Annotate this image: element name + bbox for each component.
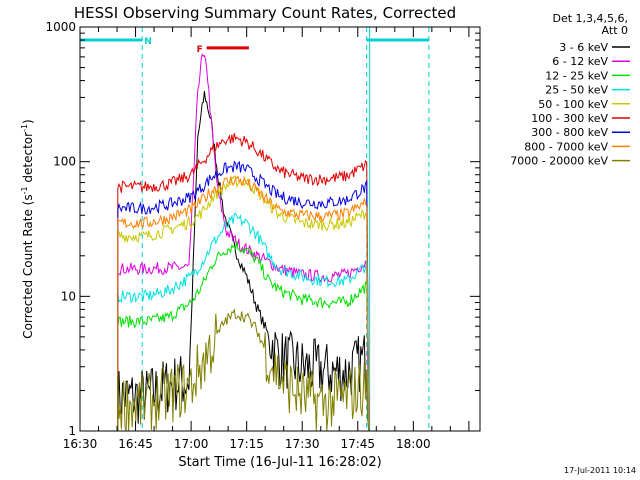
legend-header: Att 0	[602, 24, 628, 37]
legend-label: 800 - 7000 keV	[524, 140, 608, 153]
legend-label: 100 - 300 keV	[531, 112, 608, 125]
series-line-5	[117, 133, 370, 432]
legend-label: 25 - 50 keV	[545, 84, 608, 97]
legend-label: 50 - 100 keV	[538, 98, 608, 111]
x-tick-label: 17:00	[174, 437, 209, 451]
x-tick-label: 17:15	[229, 437, 264, 451]
plot-frame	[79, 26, 481, 432]
flag-label-f: F	[197, 45, 203, 55]
x-tick-label: 16:30	[63, 437, 98, 451]
y-axis-label: Corrected Count Rate (s-1 detector-1)	[20, 119, 35, 338]
y-tick-label: 100	[53, 155, 76, 169]
flag-label-n: N	[144, 37, 152, 47]
series-line-7	[117, 175, 370, 432]
x-axis-label: Start Time (16-Jul-11 16:28:02)	[178, 455, 381, 470]
y-tick-label: 1	[68, 424, 76, 438]
x-tick-label: 18:00	[396, 437, 431, 451]
series-line-3	[117, 212, 370, 432]
series-line-8	[117, 307, 370, 432]
legend-label: 12 - 25 keV	[545, 69, 608, 82]
legend-label: 3 - 6 keV	[559, 41, 608, 54]
footer-date: 17-Jul-2011 10:14	[564, 466, 636, 475]
legend-label: 300 - 800 keV	[531, 126, 608, 139]
chart-title: HESSI Observing Summary Count Rates, Cor…	[74, 4, 456, 22]
y-tick-label: 1000	[45, 20, 76, 34]
y-tick-label: 10	[61, 289, 76, 303]
legend-header: Det 1,3,4,5,6,	[552, 12, 628, 25]
x-tick-label: 17:30	[285, 437, 320, 451]
series-line-6	[117, 160, 370, 432]
x-tick-label: 17:45	[340, 437, 375, 451]
series-line-0	[117, 91, 370, 432]
x-tick-label: 16:45	[118, 437, 153, 451]
legend-label: 6 - 12 keV	[552, 55, 608, 68]
series-line-2	[117, 241, 370, 432]
legend-label: 7000 - 20000 keV	[510, 155, 608, 168]
